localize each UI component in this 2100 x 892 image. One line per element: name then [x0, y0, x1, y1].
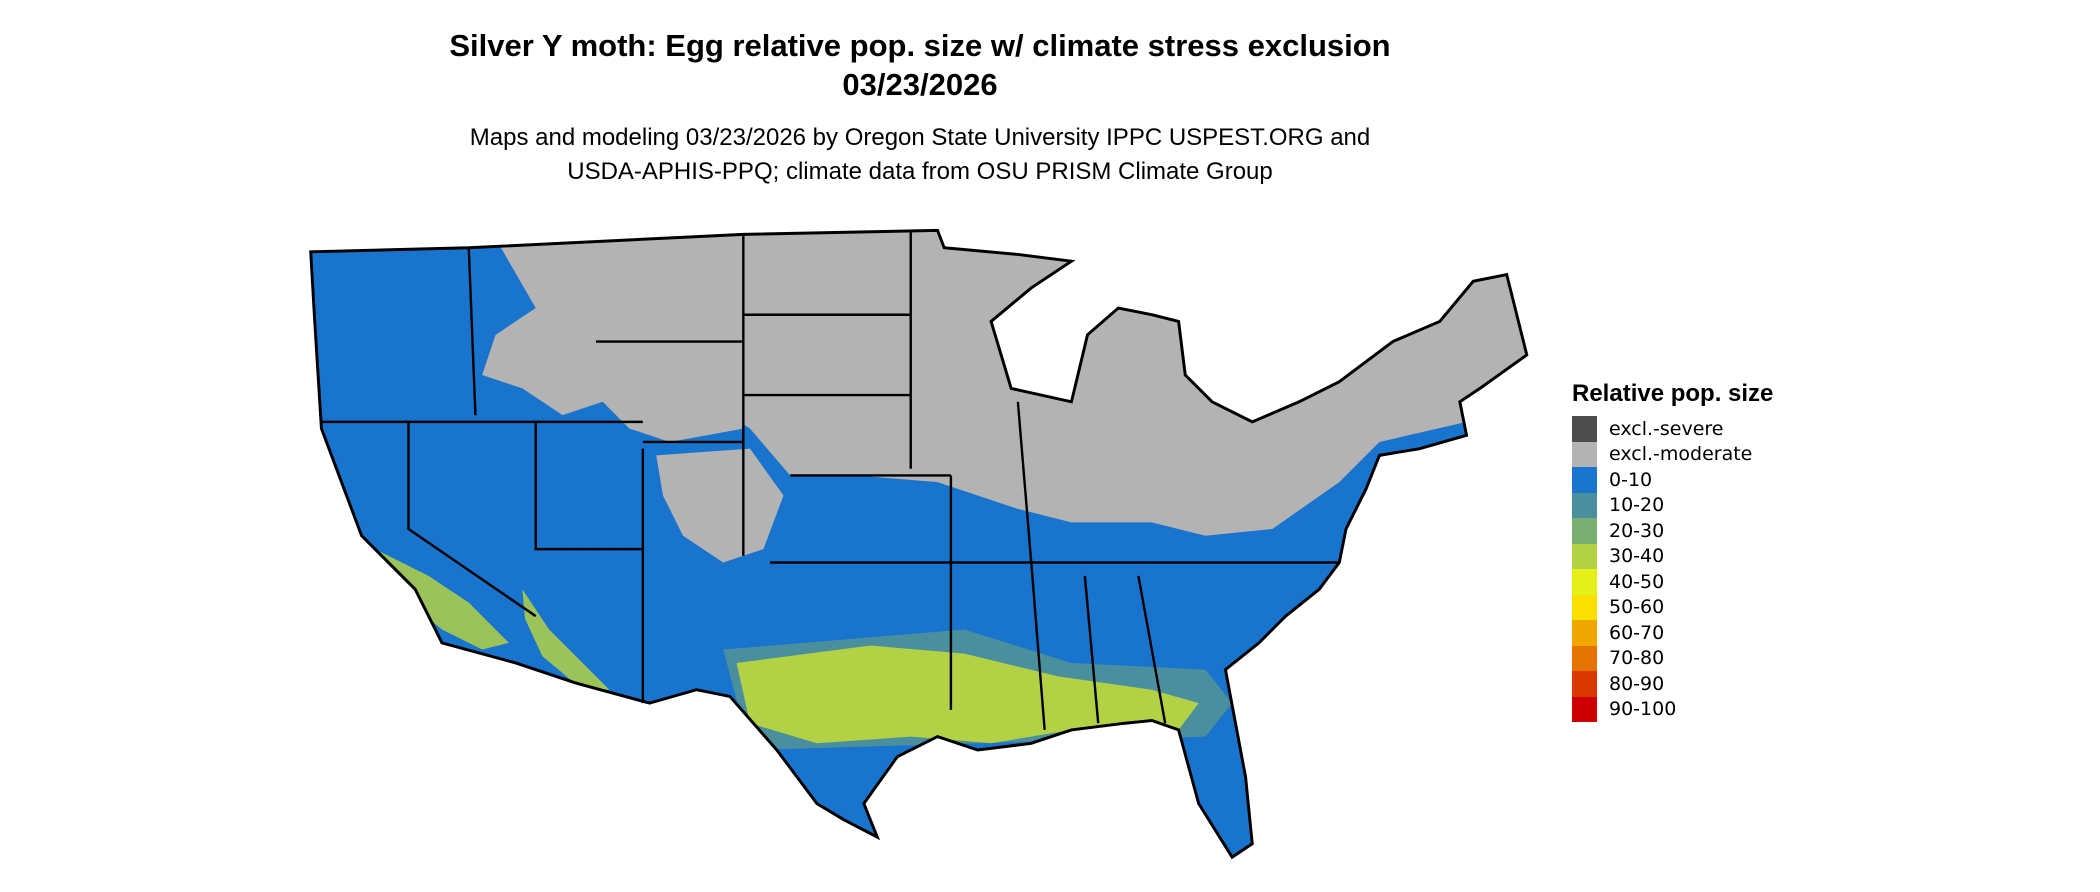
- legend-item: 60-70: [1572, 620, 1773, 646]
- legend-item: 70-80: [1572, 645, 1773, 671]
- legend-item: 90-100: [1572, 696, 1773, 722]
- legend-swatch: [1572, 645, 1597, 671]
- legend-item: 0-10: [1572, 467, 1773, 493]
- legend-label: 50-60: [1609, 596, 1665, 619]
- legend: Relative pop. size excl.-severe excl.-mod…: [1572, 380, 1773, 722]
- legend-title: Relative pop. size: [1572, 380, 1774, 407]
- legend-label: 60-70: [1609, 621, 1665, 644]
- legend-swatch: [1572, 492, 1597, 518]
- legend-swatch: [1572, 441, 1597, 467]
- legend-swatch: [1572, 620, 1597, 646]
- legend-label: excl.-moderate: [1609, 443, 1753, 466]
- legend-label: 70-80: [1609, 647, 1665, 670]
- legend-item: 10-20: [1572, 492, 1773, 518]
- legend-label: 40-50: [1609, 570, 1665, 593]
- band-30-40-southwest: [375, 549, 610, 690]
- legend-swatch: [1572, 467, 1597, 493]
- map-subtitle-line1: Maps and modeling 03/23/2026 by Oregon S…: [469, 124, 1371, 151]
- map-subtitle-line2: USDA-APHIS-PPQ; climate data from OSU PR…: [567, 158, 1273, 185]
- legend-item: 30-40: [1572, 543, 1773, 569]
- band-30-40-gulf: [736, 645, 1199, 744]
- legend-swatch: [1572, 569, 1597, 595]
- legend-item: excl.-moderate: [1572, 441, 1773, 467]
- legend-swatch: [1572, 671, 1597, 697]
- excluded-mountain-west: [482, 230, 744, 442]
- legend-label: 0-10: [1609, 468, 1653, 491]
- legend-item: 80-90: [1572, 671, 1773, 697]
- legend-label: 20-30: [1609, 519, 1665, 542]
- legend-swatch: [1572, 696, 1597, 722]
- map-date: 03/23/2026: [842, 67, 998, 102]
- legend-label: 80-90: [1609, 672, 1665, 695]
- map-title: Silver Y moth: Egg relative pop. size w/…: [449, 28, 1391, 63]
- legend-swatch: [1572, 518, 1597, 544]
- legend-item: 40-50: [1572, 569, 1773, 595]
- state-borders: [321, 230, 1340, 731]
- legend-label: excl.-severe: [1609, 417, 1724, 440]
- legend-label: 30-40: [1609, 545, 1665, 568]
- legend-item: 50-60: [1572, 594, 1773, 620]
- legend-label: 10-20: [1609, 494, 1665, 517]
- legend-swatch: [1572, 543, 1597, 569]
- legend-swatch: [1572, 594, 1597, 620]
- excluded-colorado-patches: [656, 448, 784, 563]
- legend-label: 90-100: [1609, 698, 1677, 721]
- legend-swatch: [1572, 416, 1597, 442]
- legend-item: excl.-severe: [1572, 416, 1773, 442]
- legend-item: 20-30: [1572, 518, 1773, 544]
